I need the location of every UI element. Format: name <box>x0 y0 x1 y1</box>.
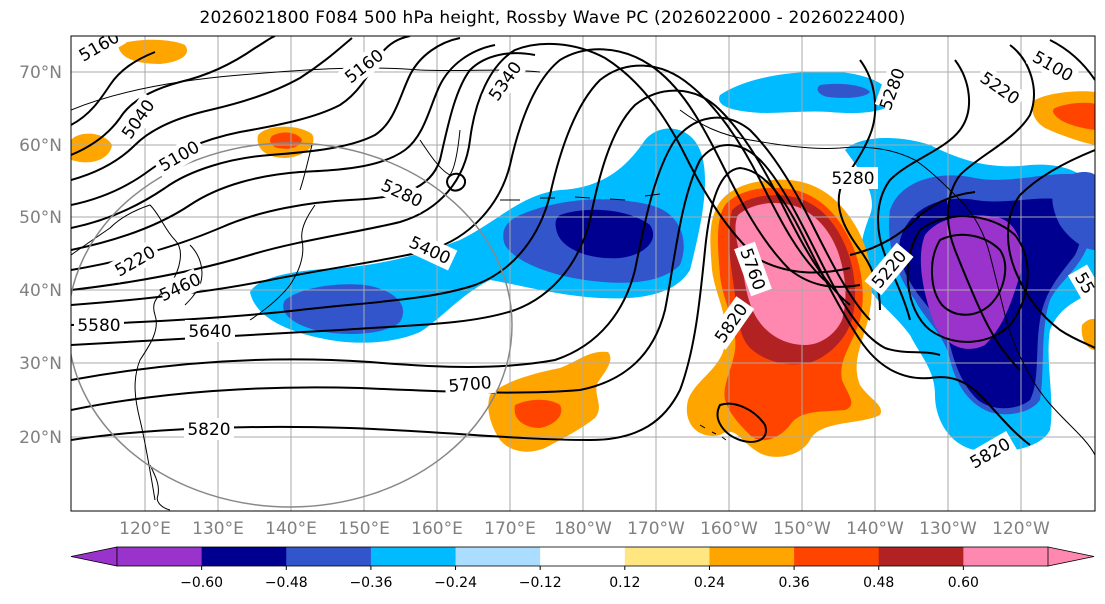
contour-5040 <box>71 51 156 126</box>
contour-5460 <box>71 42 851 291</box>
colorbar-segment <box>624 547 710 566</box>
coast-japan <box>249 204 316 321</box>
contour-5340 <box>71 44 496 251</box>
colorbar-segment <box>117 547 203 566</box>
lon-label-120w: 120°W <box>992 519 1050 539</box>
anomaly-negative-arctic <box>719 71 895 114</box>
colorbar-segment <box>709 547 795 566</box>
latitude-labels: 70°N 60°N 50°N 40°N 30°N 20°N <box>19 63 62 448</box>
contour-small-closed <box>446 172 467 192</box>
lon-label-150w: 150°W <box>773 519 831 539</box>
contour-label-5580: 5580 <box>77 316 120 336</box>
lat-label-30: 30°N <box>19 354 62 374</box>
colorbar-segment <box>455 547 541 566</box>
lon-label-130w: 130°W <box>919 519 977 539</box>
contour-label-5700: 5700 <box>448 373 493 397</box>
longitude-labels: 120°E 130°E 140°E 150°E 160°E 170°E 180°… <box>119 519 1050 539</box>
coast-alaska <box>679 109 961 201</box>
colorbar-tick-label: −0.36 <box>349 575 392 591</box>
contour-label-5820a: 5820 <box>187 420 230 440</box>
contour-5280 <box>71 37 461 229</box>
coast-westus <box>959 199 1095 456</box>
colorbar-tick-label: 0.12 <box>609 575 640 591</box>
colorbar-outline <box>116 546 1049 567</box>
colorbar-tick-label: −0.12 <box>519 575 562 591</box>
lon-label-140w: 140°W <box>846 519 904 539</box>
lat-label-70: 70°N <box>19 63 62 83</box>
colorbar-segment <box>963 547 1049 566</box>
anomaly-positive-ne-core <box>1053 102 1095 130</box>
anomaly-negative-westpacific-core <box>283 284 404 334</box>
lat-label-60: 60°N <box>19 136 62 156</box>
contour-east-low2 <box>906 215 1029 343</box>
colorbar-segment <box>540 547 626 566</box>
colorbar-tick-label: 0.24 <box>694 575 725 591</box>
lon-label-170w: 170°W <box>627 519 685 539</box>
colorbar-tick-label: 0.36 <box>779 575 810 591</box>
colorbar-tick-label: 0.60 <box>948 575 979 591</box>
anomaly-positive-nw3 <box>71 133 112 163</box>
lon-label-120e: 120°E <box>119 519 171 539</box>
coast-hawaii <box>699 424 727 441</box>
colorbar-segment <box>794 547 880 566</box>
contour-5160 <box>71 37 353 181</box>
contour-5640 <box>71 89 851 346</box>
contour-5820-south <box>71 166 1031 446</box>
coast-sakhalin <box>299 144 313 191</box>
contour-east-5100 <box>1007 39 1095 349</box>
lon-label-150e: 150°E <box>338 519 390 539</box>
anomaly-negative-farright <box>1052 172 1095 250</box>
coast-philippines <box>149 464 171 511</box>
lon-label-140e: 140°E <box>265 519 317 539</box>
colorbar-segment <box>201 547 287 566</box>
colorbar-tick-label: −0.60 <box>180 575 223 591</box>
colorbar-tick-label: −0.24 <box>434 575 477 591</box>
colorbar-segment <box>878 547 964 566</box>
contour-label-5280b: 5280 <box>831 169 874 189</box>
anomaly-positive-nw1 <box>118 39 188 64</box>
contour-east-5280 <box>837 59 881 311</box>
lon-label-160e: 160°E <box>411 519 463 539</box>
lat-label-50: 50°N <box>19 208 62 228</box>
anomaly-positive-e <box>1081 318 1095 350</box>
anomaly-positive-subtropical-core <box>514 399 562 428</box>
anomaly-negative-arctic-core <box>817 83 870 98</box>
lat-label-20: 20°N <box>19 428 62 448</box>
map-border <box>70 35 1096 512</box>
lon-label-170e: 170°E <box>484 519 536 539</box>
lon-label-180w: 180°W <box>554 519 612 539</box>
colorbar-segment <box>286 547 372 566</box>
height-contours <box>71 36 1095 446</box>
colorbar-segment <box>370 547 457 566</box>
lon-label-130e: 130°E <box>192 519 244 539</box>
reference-circle <box>71 142 513 508</box>
colorbar-tick-label: −0.48 <box>265 575 308 591</box>
gridlines <box>71 36 1095 511</box>
lon-label-160w: 160°W <box>700 519 758 539</box>
colorbar: −0.60 −0.48 −0.36 −0.24 −0.12 0.12 0.24 0.36 0.4… <box>70 546 1095 591</box>
contour-east-5160 <box>947 44 1035 371</box>
contour-5520 <box>71 48 861 306</box>
lat-label-40: 40°N <box>19 281 62 301</box>
contour-5400 <box>71 52 976 271</box>
contour-5100 <box>71 36 276 156</box>
colorbar-extend-max <box>1047 546 1095 567</box>
colorbar-tick-label: 0.48 <box>863 575 894 591</box>
anomaly-negative-eastpacific-purple <box>920 215 1022 349</box>
colorbar-extend-min <box>70 546 118 567</box>
coast-aleutians <box>500 193 661 201</box>
contour-5700 <box>71 116 871 381</box>
contour-5580 <box>71 64 831 326</box>
contour-hawaii-closed <box>716 402 767 443</box>
map-title: 2026021800 F084 500 hPa height, Rossby W… <box>199 8 906 28</box>
contour-east-low <box>930 233 1007 316</box>
contour-label-5640: 5640 <box>188 322 231 342</box>
